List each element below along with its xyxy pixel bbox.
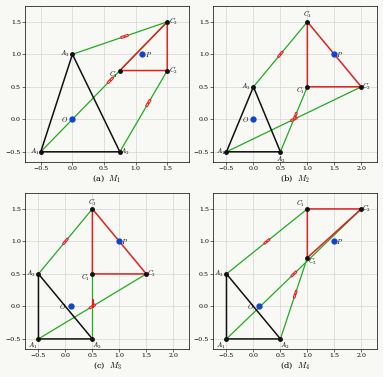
- Bar: [264, 241, 267, 244]
- Text: $C_{2}$: $C_{2}$: [362, 82, 371, 92]
- Text: $C_{3}$: $C_{3}$: [88, 197, 97, 207]
- Bar: [278, 54, 281, 58]
- Bar: [295, 290, 297, 294]
- Text: $A_{2}$: $A_{2}$: [92, 340, 101, 351]
- Bar: [63, 241, 66, 245]
- Text: $P$: $P$: [121, 237, 128, 246]
- Text: $P$: $P$: [336, 50, 343, 59]
- Text: $A_{3}$: $A_{3}$: [26, 269, 36, 279]
- Bar: [295, 112, 297, 116]
- Bar: [121, 36, 124, 38]
- Text: $C_{2}$: $C_{2}$: [362, 204, 371, 214]
- Text: $P$: $P$: [145, 50, 152, 59]
- X-axis label: (b)  $M_2$: (b) $M_2$: [280, 173, 310, 184]
- Text: $O$: $O$: [61, 115, 69, 124]
- Text: $C_{3}$: $C_{3}$: [303, 10, 312, 20]
- X-axis label: (a)  $M_1$: (a) $M_1$: [92, 173, 122, 184]
- Text: $C_{1}$: $C_{1}$: [82, 273, 90, 283]
- Text: $O$: $O$: [242, 115, 249, 124]
- Bar: [148, 99, 151, 103]
- Bar: [293, 116, 296, 120]
- Bar: [280, 51, 283, 55]
- Text: $C_{2}$: $C_{2}$: [147, 269, 156, 279]
- Bar: [293, 294, 296, 298]
- Bar: [92, 299, 93, 303]
- Text: $A_{2}$: $A_{2}$: [120, 147, 129, 157]
- Text: $A_{1}$: $A_{1}$: [30, 147, 39, 157]
- Text: $C_{3}$: $C_{3}$: [169, 17, 178, 27]
- Text: $A_{2}$: $A_{2}$: [276, 155, 285, 165]
- Bar: [291, 118, 294, 121]
- Bar: [92, 304, 95, 307]
- Bar: [294, 271, 297, 274]
- Text: $A_{3}$: $A_{3}$: [241, 82, 250, 92]
- Text: $C_{3}$: $C_{3}$: [308, 256, 318, 267]
- Text: $C_{2}$: $C_{2}$: [169, 66, 178, 76]
- Text: $A_{1}$: $A_{1}$: [28, 340, 38, 351]
- Text: $A_{1}$: $A_{1}$: [216, 340, 226, 351]
- Bar: [107, 80, 111, 84]
- Bar: [89, 306, 93, 309]
- Text: $A_{1}$: $A_{1}$: [216, 147, 226, 157]
- Bar: [124, 34, 128, 37]
- Bar: [92, 303, 93, 307]
- Text: $A_{3}$: $A_{3}$: [214, 269, 224, 279]
- Text: $P$: $P$: [336, 237, 343, 246]
- Text: $A_{3}$: $A_{3}$: [60, 49, 70, 60]
- Bar: [65, 238, 68, 242]
- Bar: [146, 103, 149, 107]
- Text: $C_{1}$: $C_{1}$: [296, 86, 305, 96]
- X-axis label: (c)  $M_3$: (c) $M_3$: [93, 361, 122, 371]
- Text: $O$: $O$: [247, 302, 254, 311]
- Bar: [110, 77, 114, 81]
- Text: $C_{1}$: $C_{1}$: [296, 199, 305, 209]
- Bar: [291, 273, 294, 277]
- Bar: [267, 239, 270, 242]
- Text: $O$: $O$: [59, 302, 66, 311]
- Text: $A_{2}$: $A_{2}$: [280, 340, 290, 351]
- X-axis label: (d)  $M_4$: (d) $M_4$: [280, 361, 310, 371]
- Text: $C_{1}$: $C_{1}$: [109, 69, 118, 80]
- Bar: [294, 117, 297, 120]
